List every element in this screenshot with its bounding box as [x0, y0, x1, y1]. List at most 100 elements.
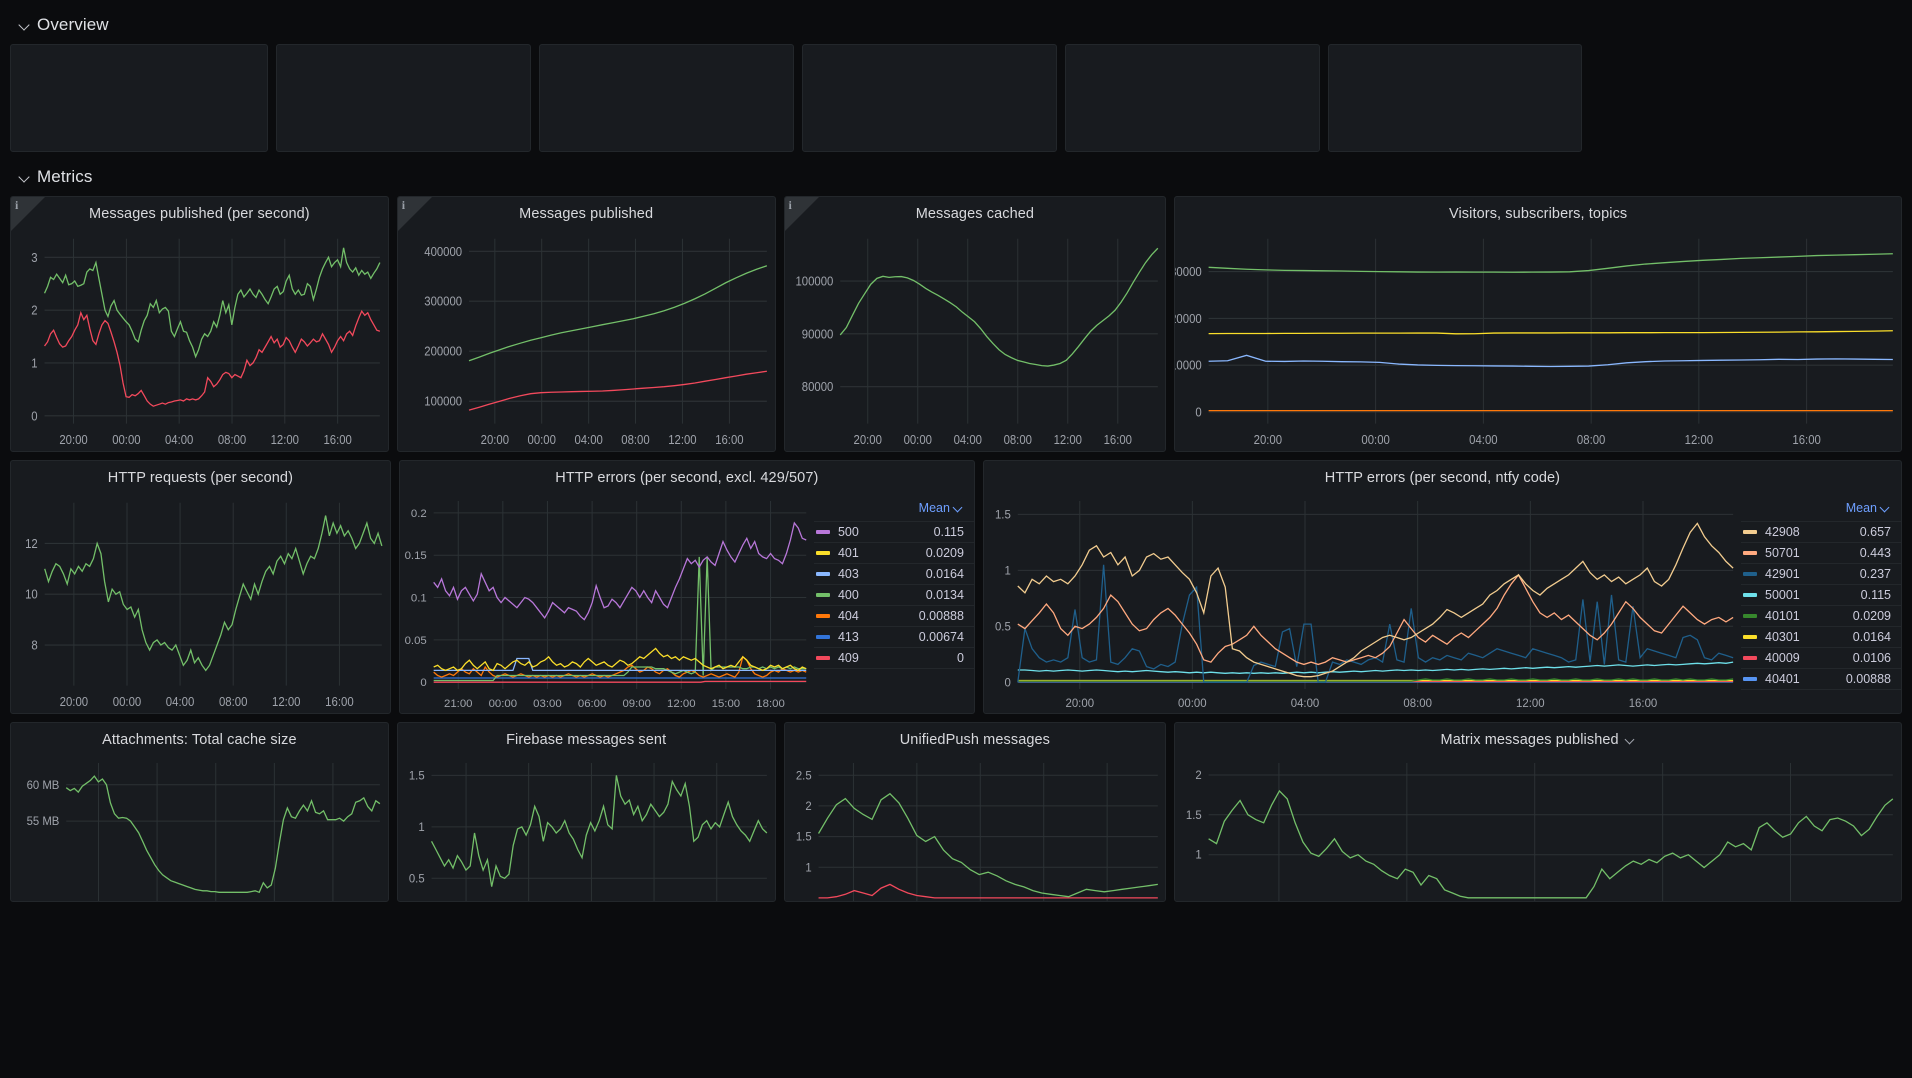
svg-text:8: 8	[31, 638, 38, 653]
panel-info-icon[interactable]: i	[784, 197, 819, 231]
plot-area-http-errors-excl[interactable]: 0 0.05 0.1 0.15 0.2 21:00 00:00 03:00 06:00 09:00…	[400, 487, 814, 713]
svg-text:00:00: 00:00	[527, 432, 556, 447]
legend-row[interactable]: 413 0.00674	[813, 626, 974, 647]
legend-row[interactable]: 40101 0.0209	[1741, 605, 1901, 626]
svg-text:1: 1	[805, 862, 811, 874]
panel-messages-published[interactable]: i Messages published 100000 200000 300000 400…	[396, 196, 776, 452]
legend-series-name: 42901	[1765, 567, 1800, 581]
legend-series-value: 0.657	[1859, 525, 1891, 539]
dashboard-canvas: Overview Metrics i Messages published (pe…	[0, 0, 1912, 902]
plot-area-http-errors-ntfy[interactable]: 0 0.5 1 1.5 20:00 00:00 04:00 08:00 12:00 16:00	[984, 487, 1741, 713]
panel-info-icon[interactable]: i	[11, 197, 45, 231]
svg-text:18:00: 18:00	[756, 698, 784, 710]
svg-text:20:00: 20:00	[59, 432, 88, 447]
panel-http-errors-excl[interactable]: HTTP errors (per second, excl. 429/507) 0…	[398, 460, 975, 714]
stat-panel-subscribers[interactable]	[1328, 44, 1582, 152]
stat-panel-visitors[interactable]	[539, 44, 794, 152]
panel-title-text: Messages cached	[915, 205, 1035, 222]
svg-text:12:00: 12:00	[667, 698, 695, 710]
legend-row[interactable]: 409 0	[813, 647, 974, 669]
series-line	[45, 311, 380, 406]
plot-area-unifiedpush-messages[interactable]: 1 1.5 2 2.5	[785, 749, 1166, 901]
panel-visitors-subscribers-topics[interactable]: Visitors, subscribers, topics 0 10000 20000…	[1174, 196, 1902, 452]
legend-series-value: 0.00888	[1845, 672, 1891, 686]
svg-text:08:00: 08:00	[1577, 432, 1606, 447]
panel-messages-published-per-second[interactable]: i Messages published (per second) 0 1 2 3 20:0…	[10, 196, 389, 452]
svg-text:80000: 80000	[801, 380, 833, 395]
plot-area-firebase-messages-sent[interactable]: 0.5 1 1.5	[398, 749, 775, 901]
plot-area-matrix-messages-published[interactable]: 1 1.5 2	[1175, 749, 1901, 901]
series-line	[1018, 565, 1733, 683]
panel-firebase-messages-sent[interactable]: Firebase messages sent 0.5 1 1.5	[396, 722, 776, 902]
chevron-down-icon[interactable]	[954, 503, 964, 513]
legend-sort-mean[interactable]: Mean	[814, 501, 974, 521]
plot-area-messages-published[interactable]: 100000 200000 300000 400000 20:00 00:00 04:00 0…	[398, 223, 775, 451]
legend-row[interactable]: 40401 0.00888	[1741, 668, 1901, 690]
legend-table-http-errors-ntfy[interactable]: Mean 42908 0.657 50701 0.443 42901 0.237 50001 0…	[1741, 487, 1901, 713]
legend-color-swatch	[815, 593, 830, 597]
plot-area-attachments-total-cache-size[interactable]: 55 MB 60 MB	[11, 749, 388, 901]
series-line	[1018, 575, 1733, 665]
plot-area-http-requests-per-second[interactable]: 8 10 12 20:00 00:00 04:00 08:00 12:00 16:00	[11, 487, 390, 713]
series-line	[469, 266, 767, 361]
legend-row[interactable]: 50001 0.115	[1741, 584, 1901, 605]
stat-panel-published[interactable]	[10, 44, 268, 152]
chevron-down-icon[interactable]	[19, 19, 31, 31]
stat-panel-cached[interactable]	[276, 44, 531, 152]
legend-row[interactable]: 40301 0.0164	[1741, 626, 1901, 647]
legend-row[interactable]: 42908 0.657	[1741, 521, 1901, 542]
panel-title-unifiedpush-messages: UnifiedPush messages	[785, 723, 1166, 749]
legend-series-value: 0.0134	[925, 588, 964, 602]
legend-row[interactable]: 42901 0.237	[1741, 563, 1901, 584]
stat-panel-row	[10, 44, 1902, 152]
legend-color-swatch	[815, 530, 830, 534]
stat-panel-topics[interactable]	[1065, 44, 1320, 152]
plot-area-messages-cached[interactable]: 80000 90000 100000 20:00 00:00 04:00 08:00 12:0…	[785, 223, 1166, 451]
legend-row[interactable]: 401 0.0209	[813, 542, 974, 563]
plot-area-messages-published-per-second[interactable]: 0 1 2 3 20:00 00:00 04:00 08:00 12:00 16:00	[11, 223, 388, 451]
svg-text:2: 2	[805, 801, 811, 813]
legend-row[interactable]: 500 0.115	[813, 521, 974, 542]
svg-text:04:00: 04:00	[574, 432, 603, 447]
legend-row[interactable]: 40009 0.0106	[1741, 647, 1901, 668]
legend-row[interactable]: 50701 0.443	[1741, 542, 1901, 563]
stat-panel-users[interactable]	[802, 44, 1057, 152]
legend-series-name: 50001	[1765, 588, 1800, 602]
row-title: Metrics	[37, 167, 93, 186]
panel-unifiedpush-messages[interactable]: UnifiedPush messages 1 1.5 2 2.5	[783, 722, 1167, 902]
chevron-down-icon[interactable]	[19, 171, 31, 183]
panel-info-icon[interactable]: i	[397, 197, 432, 231]
legend-sort-mean[interactable]: Mean	[1741, 501, 1901, 521]
row-header-metrics[interactable]: Metrics	[19, 162, 1902, 192]
panel-messages-cached[interactable]: i Messages cached 80000 90000 100000 20:00 00:…	[783, 196, 1167, 452]
legend-series-value: 0.115	[933, 525, 964, 539]
chevron-down-icon[interactable]	[1881, 503, 1891, 513]
legend-row[interactable]: 400 0.0134	[813, 584, 974, 605]
legend-series-value: 0.0106	[1852, 651, 1891, 665]
series-line	[1018, 662, 1733, 673]
svg-text:100000: 100000	[795, 274, 833, 289]
svg-text:3: 3	[31, 250, 38, 265]
svg-text:00:00: 00:00	[903, 432, 932, 447]
legend-row[interactable]: 404 0.00888	[813, 605, 974, 626]
legend-row[interactable]: 403 0.0164	[813, 563, 974, 584]
svg-text:20:00: 20:00	[1254, 432, 1283, 447]
svg-text:12:00: 12:00	[272, 694, 301, 709]
panel-http-requests-per-second[interactable]: HTTP requests (per second) 8 10 12 20:00 00:0…	[10, 460, 391, 714]
panel-matrix-messages-published[interactable]: Matrix messages published 1 1.5 2	[1174, 722, 1902, 902]
legend-series-name: 40009	[1765, 651, 1800, 665]
chevron-down-icon[interactable]	[1625, 734, 1636, 745]
legend-table-http-errors-excl[interactable]: Mean 500 0.115 401 0.0209 403 0.0164 400 0.0134 4…	[813, 487, 974, 713]
svg-text:08:00: 08:00	[621, 432, 650, 447]
svg-text:200000: 200000	[424, 344, 462, 359]
legend-color-swatch	[1743, 677, 1757, 681]
panel-attachments-total-cache-size[interactable]: Attachments: Total cache size 55 MB 60 MB	[10, 722, 389, 902]
svg-text:0: 0	[1196, 405, 1203, 420]
panel-title-text: Attachments: Total cache size	[102, 731, 297, 748]
legend-series-name: 413	[837, 630, 859, 644]
plot-area-visitors-subscribers-topics[interactable]: 0 10000 20000 30000 20:00 00:00 04:00 08:00 12:0…	[1175, 223, 1901, 451]
svg-text:1: 1	[1004, 565, 1010, 577]
row-header-overview[interactable]: Overview	[19, 10, 1902, 40]
panel-http-errors-ntfy[interactable]: HTTP errors (per second, ntfy code) 0 0.5 1…	[982, 460, 1902, 714]
legend-color-swatch	[1743, 530, 1757, 534]
